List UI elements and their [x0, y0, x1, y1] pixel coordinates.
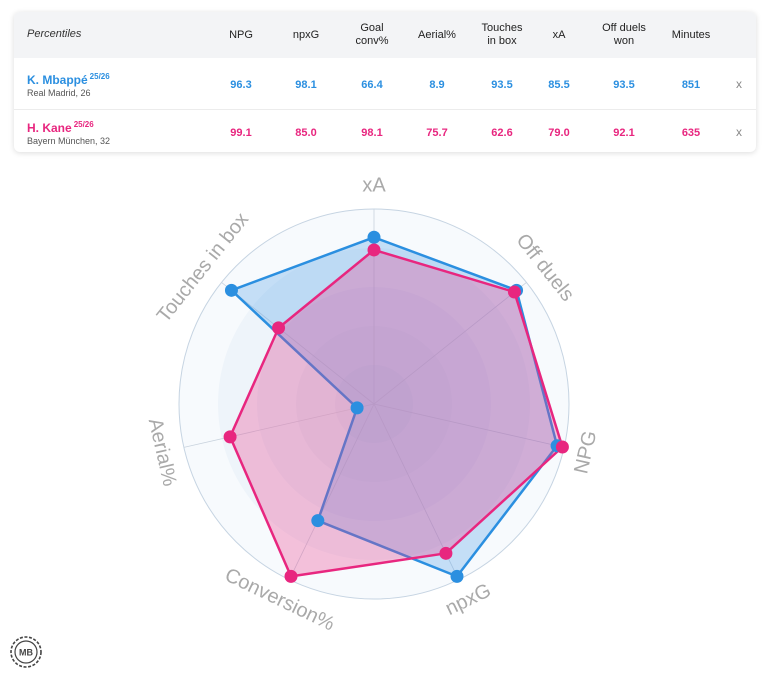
value-minutes: 635	[681, 127, 701, 139]
column-header-touches-in-box: Touches in box	[481, 22, 523, 47]
radar-spoke	[373, 403, 459, 580]
mb-logo-icon: MB	[10, 636, 42, 668]
column-header-npg: NPG	[229, 28, 253, 41]
radar-ring	[257, 287, 491, 521]
radar-spoke	[221, 282, 375, 405]
value-touches-in-box: 93.5	[491, 79, 513, 91]
radar-point	[439, 546, 453, 560]
player-row-mbappe[interactable]: K. Mbappé 25/26 Real Madrid, 26 96.3 98.1…	[14, 63, 756, 110]
column-header-off-duels-won: Off duels won	[602, 22, 646, 47]
value-aerial: 8.9	[429, 79, 445, 91]
remove-player-button[interactable]: x	[736, 77, 742, 91]
radar-spoke	[373, 403, 565, 448]
player-row-kane[interactable]: H. Kane 25/26 Bayern München, 32 99.1 85.…	[14, 111, 756, 157]
player-season: 25/26	[73, 120, 94, 129]
column-header-npxg: npxG	[292, 28, 320, 41]
radar-axis-label: npxG	[442, 579, 495, 620]
column-header-goal-conv: Goal conv%	[355, 22, 389, 47]
column-header-minutes: Minutes	[671, 28, 711, 41]
column-header-xa: xA	[552, 28, 566, 41]
radar-point	[311, 514, 325, 528]
radar-ring	[335, 365, 413, 443]
value-touches-in-box: 62.6	[491, 127, 513, 139]
value-xa: 79.0	[548, 127, 570, 139]
value-npxg: 85.0	[295, 127, 317, 139]
value-goal-conv: 66.4	[361, 79, 383, 91]
radar-ring	[296, 326, 452, 482]
radar-point	[367, 243, 381, 257]
remove-player-button[interactable]: x	[736, 125, 742, 139]
radar-point	[367, 230, 381, 244]
percentiles-table: Percentiles NPG npxG Goal conv% Aerial% …	[14, 12, 756, 152]
radar-spoke	[289, 403, 375, 580]
radar-point	[350, 401, 364, 415]
radar-point	[272, 321, 286, 335]
player-season: 25/26	[89, 72, 110, 81]
radar-axis-label: Touches in box	[153, 209, 253, 327]
value-npxg: 98.1	[295, 79, 317, 91]
percentiles-label: Percentiles	[27, 28, 82, 40]
radar-axis-label: Off duels	[512, 230, 579, 306]
value-off-duels-won: 92.1	[613, 127, 635, 139]
svg-text:MB: MB	[19, 648, 33, 658]
value-npg: 99.1	[230, 127, 252, 139]
player-name-text: K. Mbappé	[27, 73, 88, 87]
radar-point	[284, 569, 298, 583]
player-name-text: H. Kane	[27, 121, 72, 135]
radar-point	[510, 283, 524, 297]
radar-series-area	[230, 236, 559, 578]
player-team: Bayern München, 32	[27, 136, 111, 146]
radar-axis-label: xA	[362, 174, 386, 196]
radar-point	[450, 569, 464, 583]
player-team: Real Madrid, 26	[27, 88, 91, 98]
radar-point	[507, 285, 521, 299]
value-npg: 96.3	[230, 79, 252, 91]
value-goal-conv: 98.1	[361, 127, 383, 139]
radar-axis-label: NPG	[570, 429, 601, 476]
radar-ring	[178, 208, 570, 600]
radar-point	[550, 439, 564, 453]
radar-point	[555, 440, 569, 454]
radar-point	[224, 283, 238, 297]
radar-axis-label: Aerial%	[144, 416, 181, 488]
radar-ring	[218, 248, 530, 560]
value-xa: 85.5	[548, 79, 570, 91]
player-name[interactable]: H. Kane 25/26	[27, 120, 94, 135]
radar-point	[223, 430, 237, 444]
radar-spoke	[183, 403, 375, 448]
value-off-duels-won: 93.5	[613, 79, 635, 91]
radar-series-area	[228, 248, 564, 578]
value-aerial: 75.7	[426, 127, 448, 139]
radar-spoke	[373, 282, 527, 405]
player-name[interactable]: K. Mbappé 25/26	[27, 72, 110, 87]
value-minutes: 851	[681, 79, 701, 91]
column-header-aerial: Aerial%	[418, 28, 456, 41]
table-header-row: Percentiles NPG npxG Goal conv% Aerial% …	[14, 12, 756, 58]
radar-axis-label: Conversion%	[221, 564, 338, 636]
